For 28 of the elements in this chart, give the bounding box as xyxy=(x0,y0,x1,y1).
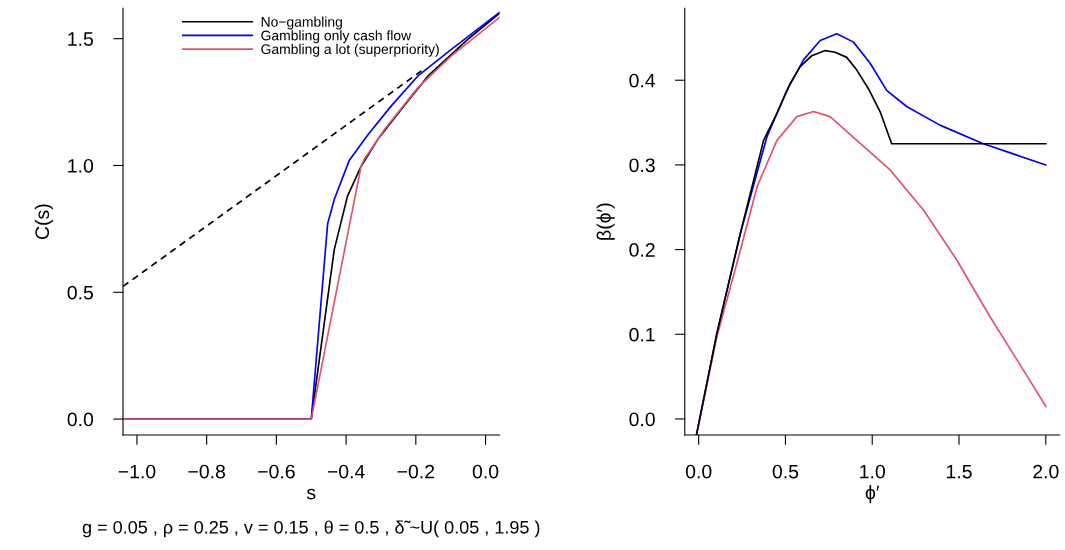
y-tick-label: 1.5 xyxy=(68,32,94,46)
x-tick-label: 1.5 xyxy=(946,464,972,479)
legend-label: Gambling a lot (superpriority) xyxy=(261,43,439,57)
x-tick-label: −0.8 xyxy=(188,464,226,479)
y-tick-label: 0.1 xyxy=(629,327,655,342)
y-tick-label: 0.4 xyxy=(629,73,656,88)
text: g = 0.05 , ρ = 0.25 , v = 0.15 , θ = 0.5 , δ̃ ~U( 0.05 , 1.95 ) xyxy=(82,520,540,538)
y-tick-label: 0.5 xyxy=(67,285,94,300)
y-tick-label: 0.2 xyxy=(629,243,655,257)
y-axis-title: C(s) xyxy=(34,204,53,240)
x-tick-label: 2.0 xyxy=(1033,464,1059,479)
x-tick-label: 0.0 xyxy=(472,464,499,479)
y-axis-title: β(ϕ′) xyxy=(596,203,615,240)
y-tick-label: 0.0 xyxy=(629,412,655,427)
x-axis-title: s xyxy=(306,488,316,500)
x-tick-label: 0.5 xyxy=(772,464,799,479)
x-tick-label: −0.6 xyxy=(258,464,295,479)
x-tick-label: −0.2 xyxy=(397,464,435,479)
x-tick-label: −0.4 xyxy=(327,464,365,479)
x-tick-label: −1.0 xyxy=(118,464,156,479)
x-axis-title: ϕ′ xyxy=(865,485,880,504)
x-tick-label: 0.0 xyxy=(685,464,712,479)
x-tick-label: 1.0 xyxy=(860,464,885,479)
y-tick-label: 1.0 xyxy=(68,158,94,173)
legend-label: No−gambling xyxy=(261,16,342,30)
y-tick-label: 0.0 xyxy=(67,412,94,427)
legend-label: Gambling only cash flow xyxy=(261,30,412,44)
y-tick-label: 0.3 xyxy=(629,158,655,173)
